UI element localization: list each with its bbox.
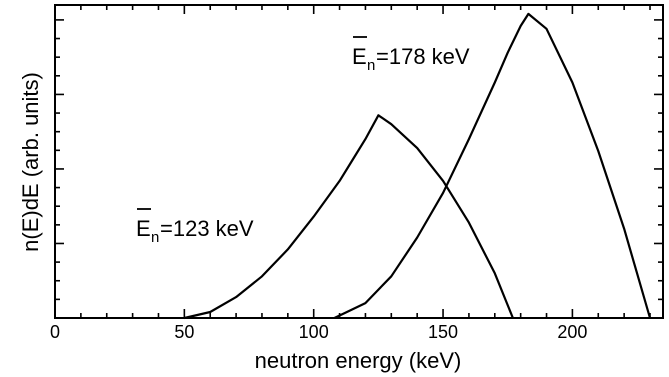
x-tick-label: 50 [174, 322, 194, 342]
series-line-2 [333, 12, 652, 319]
axis-ticks [54, 5, 663, 318]
annotation-subscript: n [151, 229, 159, 246]
x-tick-labels: 0 50 100 150 200 [50, 322, 587, 342]
x-tick-label: 100 [299, 322, 329, 342]
annotation-symbol: E [352, 44, 367, 69]
plot-frame [54, 4, 664, 319]
annotation-value: =123 keV [160, 216, 254, 241]
annotation-symbol: E [136, 216, 151, 241]
annotation-subscript: n [367, 57, 375, 74]
annotation-mean-energy-1: E n =123 keV [136, 208, 254, 246]
series-line-1 [184, 114, 514, 320]
x-tick-label: 150 [428, 322, 458, 342]
x-tick-label: 200 [557, 322, 587, 342]
series-curves [184, 12, 652, 320]
x-tick-label: 0 [50, 322, 60, 342]
x-axis-label: neutron energy (keV) [255, 348, 462, 373]
y-axis-label: n(E)dE (arb. units) [18, 72, 43, 252]
annotation-value: =178 keV [376, 44, 470, 69]
annotation-mean-energy-2: E n =178 keV [352, 36, 470, 74]
